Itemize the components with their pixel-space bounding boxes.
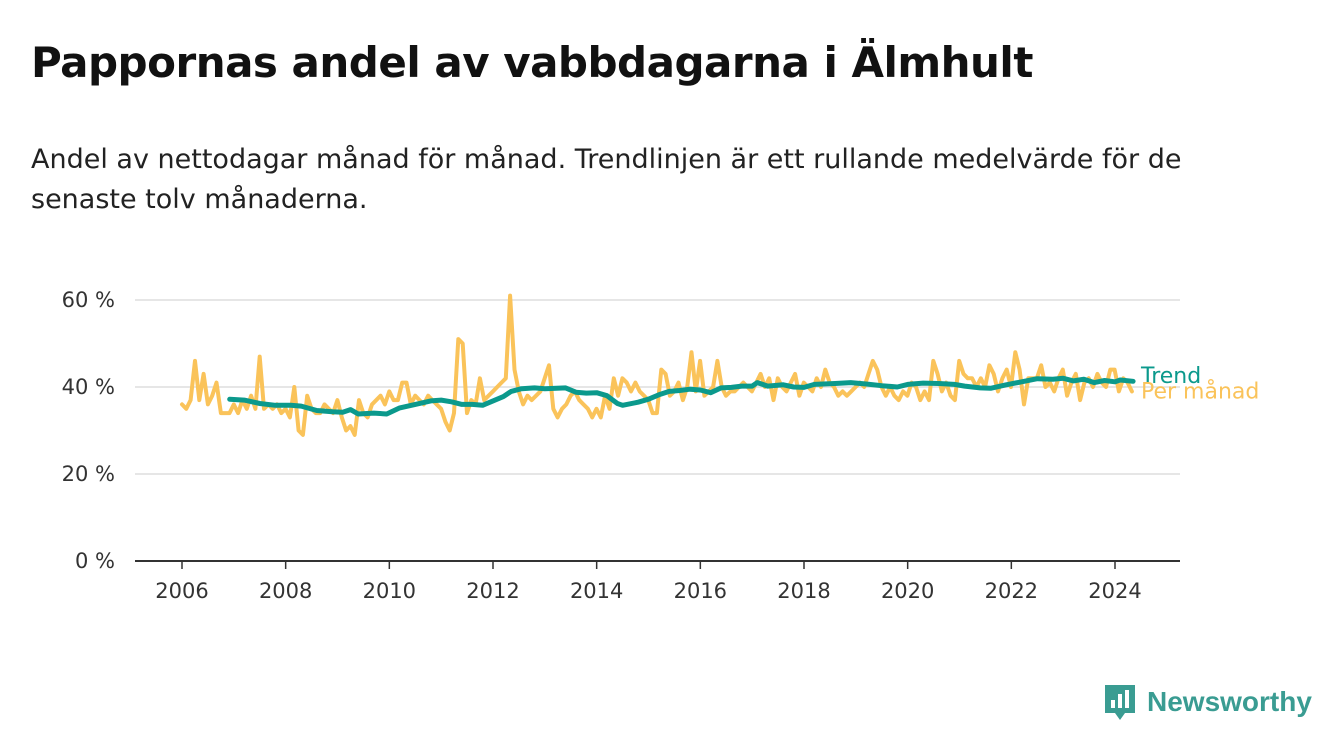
x-tick-label: 2006 [155,579,208,603]
y-tick-label: 20 % [62,462,115,486]
series-lines [180,293,1136,437]
newsworthy-brand: Newsworthy [1103,683,1312,721]
y-tick-label: 0 % [75,549,115,573]
x-tick-label: 2024 [1088,579,1141,603]
y-tick-label: 60 % [62,288,115,312]
brand-name: Newsworthy [1147,686,1312,717]
x-tick-label: 2022 [985,579,1038,603]
x-tick-label: 2018 [777,579,830,603]
x-tick-label: 2008 [259,579,312,603]
x-tick-label: 2016 [674,579,727,603]
x-tick-label: 2020 [881,579,934,603]
trend-series-label: Trend [1140,364,1201,389]
y-tick-label: 40 % [62,375,115,399]
x-tick-label: 2010 [363,579,416,603]
newsworthy-logo-icon [1105,685,1135,720]
chart-title: Pappornas andel av vabbdagarna i Älmhult [31,38,1033,87]
x-tick-label: 2014 [570,579,623,603]
monthly-series-label: Per månad [1141,379,1259,405]
trend-series-line [227,375,1136,417]
y-axis-labels: 0 % 20 % 40 % 60 % [62,288,115,573]
x-axis: 2006 2008 2010 2012 2014 2016 2018 2020 2022 2024 [135,560,1180,603]
chart-subtitle: Andel av nettodagar månad för månad. Tre… [31,144,1182,215]
monthly-series-line [180,293,1134,437]
x-tick-label: 2012 [466,579,519,603]
